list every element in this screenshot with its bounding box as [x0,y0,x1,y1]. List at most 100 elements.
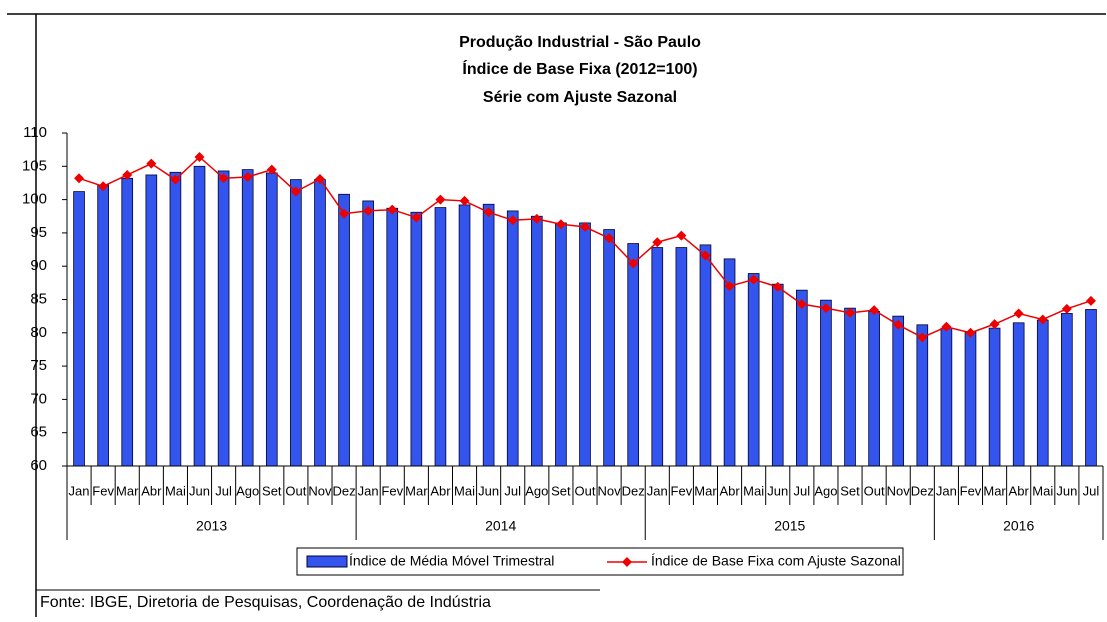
line-marker [555,219,566,230]
line-marker [1085,295,1096,306]
bar [988,327,1001,467]
line-marker [242,171,253,182]
line-marker [74,173,85,184]
x-tick-label: Fev [92,483,114,498]
line-marker [435,194,446,205]
y-tick-label: 90 [30,257,47,274]
bar [1085,309,1097,467]
bar [771,283,784,467]
x-tick-label: Jul [215,483,232,498]
x-tick-label: Mar [405,483,428,498]
bar [796,289,808,467]
bar [290,179,302,467]
bar [892,315,905,467]
x-tick-label: Nov [887,483,911,498]
line-marker [507,215,518,226]
bar [555,222,567,467]
x-tick-label: Ago [236,483,259,498]
line-marker [700,250,711,261]
bar [241,169,254,467]
x-tick-label: Mar [983,483,1006,498]
y-tick-label: 60 [30,457,47,474]
bar [217,170,230,467]
line-marker [796,299,807,310]
line-marker [628,258,639,269]
x-tick-label: Mar [694,483,717,498]
y-tick-label: 105 [22,157,47,174]
bar [820,299,832,467]
x-tick-label: Ago [814,483,837,498]
line-marker [748,274,759,285]
line-marker [290,186,301,197]
legend-label: Índice de Média Móvel Trimestral [349,553,554,569]
x-tick-label: Dez [911,483,934,498]
bar [940,327,953,467]
bar [338,193,350,467]
line-marker [845,307,856,318]
year-label: 2013 [196,518,227,534]
legend-label: Índice de Base Fixa com Ajuste Sazonal [651,553,901,569]
bar [314,179,326,467]
line-marker [1013,308,1024,319]
line-marker [869,305,880,316]
x-tick-label: Out [575,483,596,498]
x-tick-label: Abr [1009,483,1030,498]
bar [699,244,712,467]
line-marker [122,169,133,180]
line-marker [483,207,494,218]
y-tick-label: 65 [30,424,47,441]
x-tick-label: Abr [430,483,451,498]
x-tick-label: Jul [794,483,811,498]
line-marker [531,213,542,224]
x-tick-label: Mai [743,483,764,498]
line-marker [146,158,157,169]
bar [964,331,977,467]
line-marker [194,151,205,162]
bar [265,172,278,467]
x-tick-label: Set [551,483,571,498]
x-tick-label: Fev [960,483,982,498]
bar [482,203,495,467]
line-marker [339,208,350,219]
y-tick-label: 80 [30,324,47,341]
year-label: 2016 [1003,518,1034,534]
line-marker [459,195,470,206]
x-tick-label: Mai [1032,483,1053,498]
line-marker [580,221,590,232]
bar [844,307,856,467]
bar [434,207,447,467]
y-tick-label: 75 [30,357,47,374]
line-marker [1061,303,1072,314]
legend-swatch [306,555,348,568]
y-tick-label: 85 [30,290,47,307]
line-marker [772,281,783,292]
chart-title: Índice de Base Fixa (2012=100) [462,59,697,78]
line-marker [266,164,277,175]
x-tick-label: Jan [358,483,379,498]
x-tick-label: Jun [1056,483,1077,498]
line-marker [314,173,325,184]
x-tick-label: Jul [504,483,521,498]
x-tick-label: Mai [454,483,475,498]
x-tick-label: Jan [647,483,668,498]
y-tick-label: 70 [30,390,47,407]
line-marker [387,204,398,215]
line-marker [363,205,374,216]
line-marker [1037,314,1048,325]
bar [1036,319,1049,467]
bar [73,191,85,467]
line-marker [411,212,422,223]
x-tick-label: Nov [308,483,332,498]
bar [97,184,109,467]
x-tick-label: Jan [936,483,957,498]
line-marker [218,173,229,184]
bar [747,273,760,467]
bar [916,324,929,467]
chart-title: Série com Ajuste Sazonal [483,89,677,106]
x-tick-label: Dez [333,483,356,498]
bar [121,177,134,467]
x-tick-label: Set [840,483,860,498]
bar [169,171,182,467]
line-marker [820,303,831,314]
